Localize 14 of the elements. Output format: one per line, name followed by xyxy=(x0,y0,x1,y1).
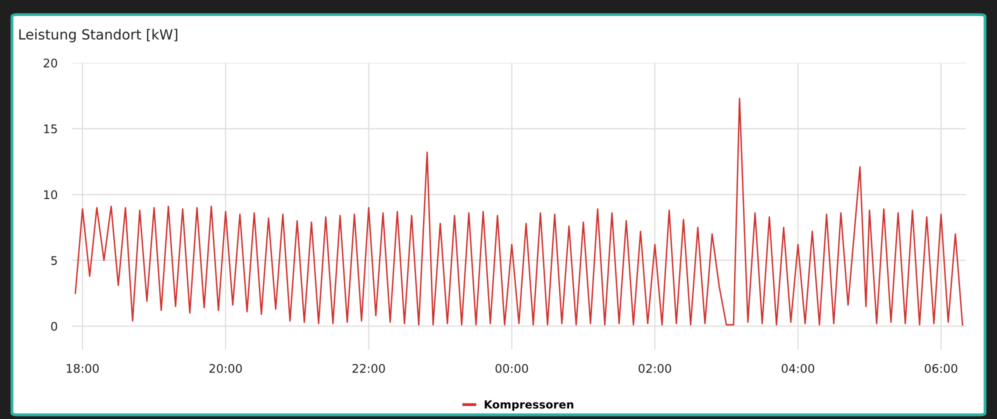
x-tick-label: 20:00 xyxy=(209,364,242,373)
x-tick-label: 22:00 xyxy=(352,364,385,373)
y-tick-label: 20 xyxy=(44,58,58,68)
y-tick-label: 5 xyxy=(51,256,57,265)
x-tick-label: 04:00 xyxy=(782,364,814,373)
x-tick-label: 18:00 xyxy=(66,364,99,373)
x-tick-label: 06:00 xyxy=(924,364,958,373)
y-tick-label: 15 xyxy=(44,124,57,134)
y-tick-label: 0 xyxy=(51,322,58,331)
x-tick-label: 00:00 xyxy=(496,364,528,373)
x-tick-label: 02:00 xyxy=(638,364,672,373)
y-tick-label: 10 xyxy=(44,190,58,200)
chart-title: Leistung Standort [kW] xyxy=(19,28,178,42)
legend-label: Kompressoren xyxy=(484,400,574,411)
